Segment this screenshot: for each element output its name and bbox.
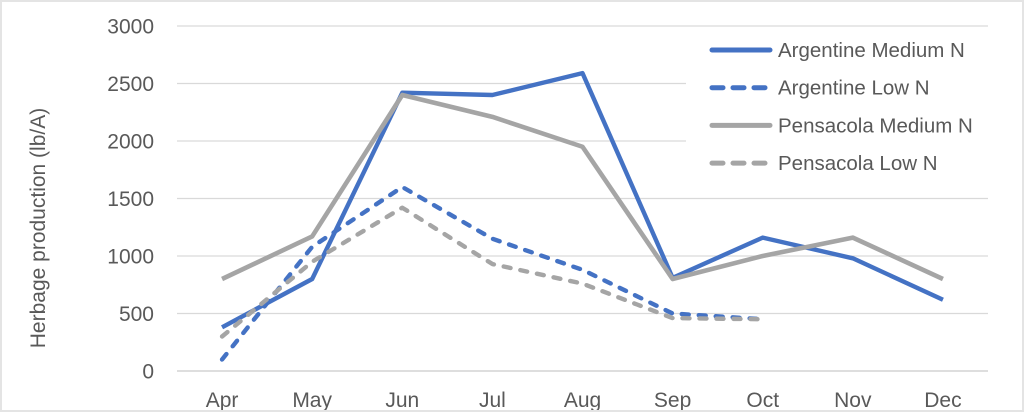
x-tick-label: Sep xyxy=(654,389,691,412)
series-line-pensacola-medium-n xyxy=(221,92,944,282)
x-tick-label: Nov xyxy=(834,389,872,412)
y-tick-label: 3000 xyxy=(107,16,154,39)
x-tick-label: Jul xyxy=(479,389,506,412)
legend-label: Pensacola Low N xyxy=(778,152,938,175)
y-tick-label: 2000 xyxy=(107,131,154,154)
y-tick-label: 0 xyxy=(142,361,154,384)
y-tick-label: 2500 xyxy=(107,73,154,96)
series-line-argentine-medium-n xyxy=(221,70,944,330)
legend-background xyxy=(686,32,1010,180)
x-tick-label: May xyxy=(292,389,332,412)
legend-label: Argentine Low N xyxy=(778,77,930,100)
legend-label: Pensacola Medium N xyxy=(778,114,973,137)
y-tick-label: 1000 xyxy=(107,246,154,269)
x-tick-label: Jun xyxy=(385,389,419,412)
x-tick-label: Oct xyxy=(746,389,779,412)
y-tick-label: 500 xyxy=(119,303,154,326)
series-line-argentine-low-n xyxy=(219,184,765,362)
x-tick-label: Aug xyxy=(564,389,601,412)
series-line-pensacola-low-n xyxy=(219,205,765,339)
y-axis-title: Herbage production (lb/A) xyxy=(27,107,50,349)
y-tick-label: 1500 xyxy=(107,188,154,211)
x-tick-label: Dec xyxy=(924,389,961,412)
x-tick-label: Apr xyxy=(206,389,239,412)
legend-label: Argentine Medium N xyxy=(778,39,965,62)
